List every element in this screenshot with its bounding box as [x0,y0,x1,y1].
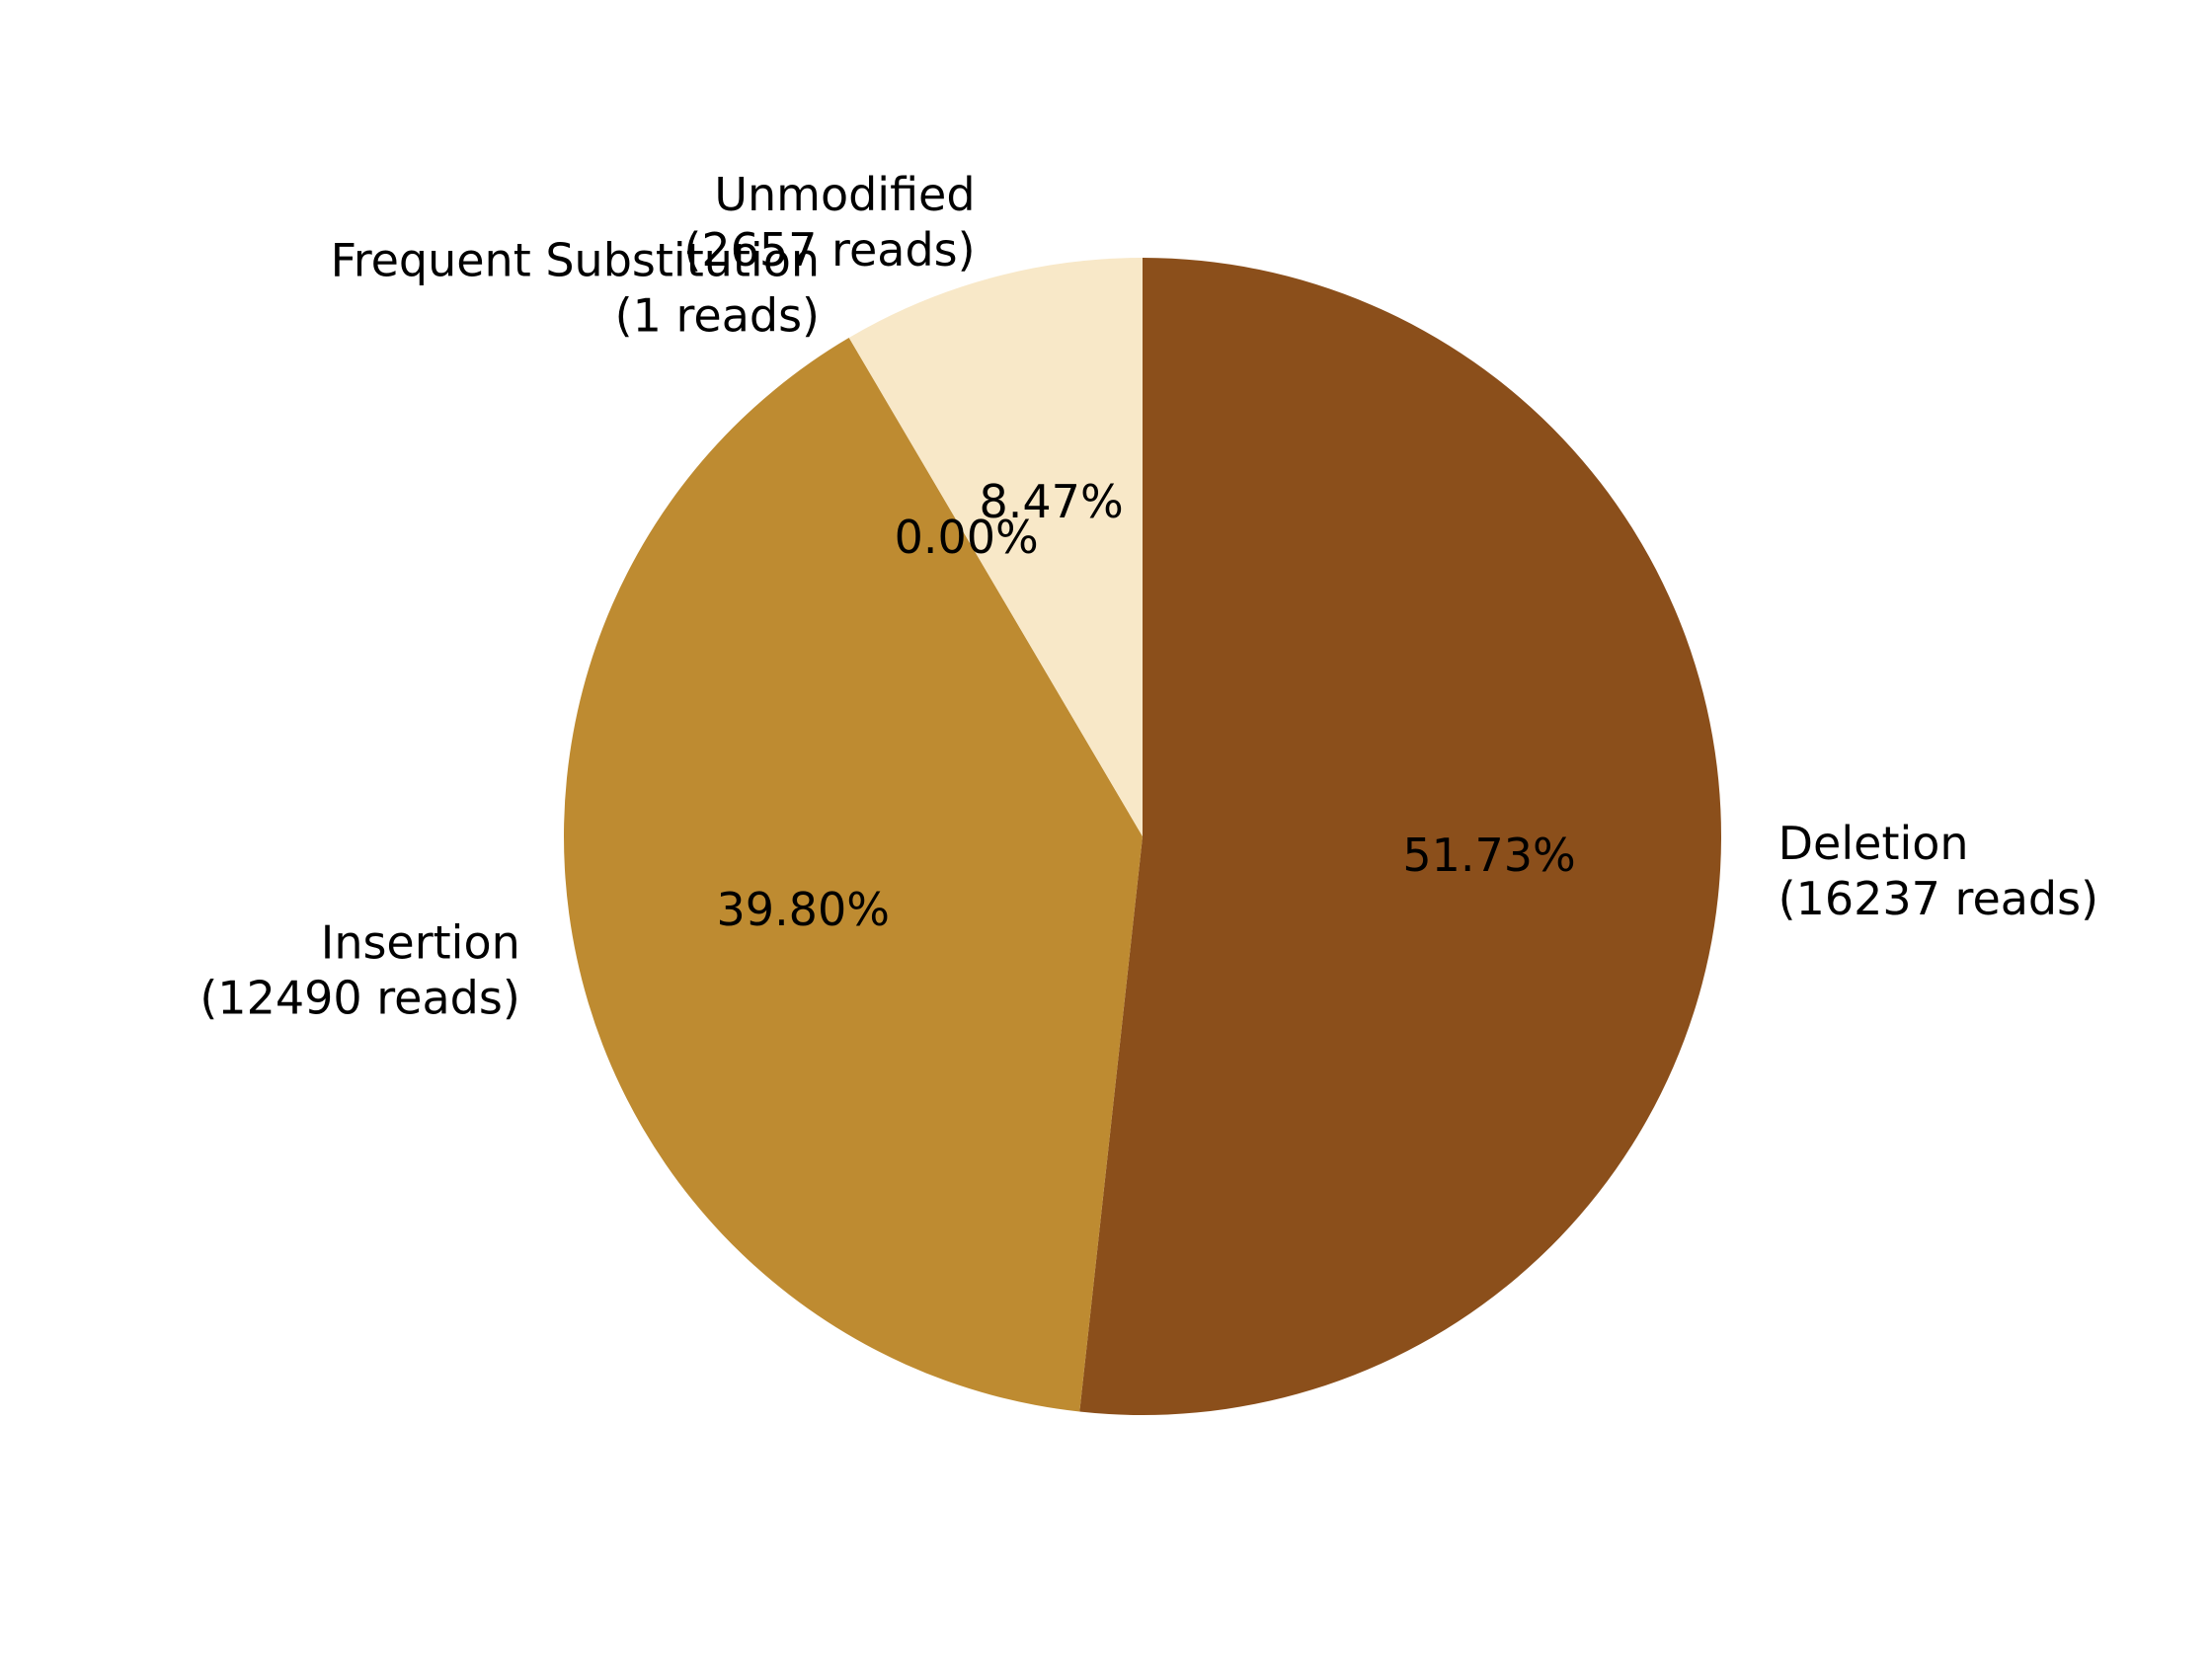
pie-slice-deletion [1079,258,1722,1416]
percent-label-frequent-substitution: 0.00% [895,511,1039,564]
slice-label-insertion: Insertion (12490 reads) [199,915,519,1024]
slice-reads: (2657 reads) [683,223,975,276]
pie-slice-insertion [564,338,1143,1412]
pie-slice-unmodified [848,258,1143,836]
slice-label-frequent-substitution: Frequent Substitution (1 reads) [331,233,820,342]
pie-labels: 51.73% Deletion (16237 reads) 39.80% Inserti… [199,168,2098,1024]
slice-name: Deletion [1778,817,1969,870]
slice-reads: (12490 reads) [199,971,519,1024]
slice-label-deletion: Deletion (16237 reads) [1778,817,2098,925]
slice-name: Unmodified [714,168,975,221]
slice-reads: (1 reads) [615,288,820,342]
slice-reads: (16237 reads) [1778,872,2098,925]
pie-slices [564,258,1722,1416]
percent-label-unmodified: 8.47% [980,475,1124,528]
pie-slice-frequent-substitution [848,337,1143,836]
percent-label-insertion: 39.80% [717,883,890,936]
slice-label-unmodified: Unmodified (2657 reads) [683,168,975,276]
slice-name: Insertion [321,915,520,969]
slice-name: Frequent Substitution [331,233,820,286]
percent-label-deletion: 51.73% [1402,829,1575,882]
